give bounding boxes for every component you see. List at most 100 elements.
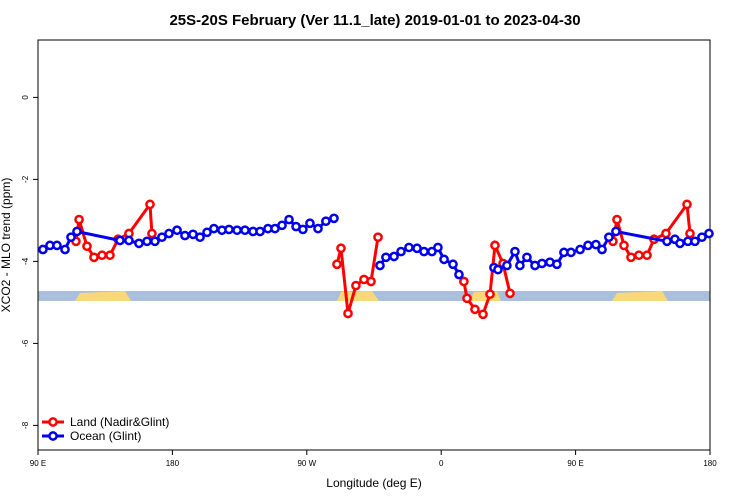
legend-label: Land (Nadir&Glint) [70, 415, 169, 429]
data-point [685, 228, 695, 239]
data-point [38, 244, 48, 255]
data-point [195, 232, 205, 243]
data-point [82, 241, 92, 252]
x-tick-label: 90 W [297, 459, 316, 468]
data-point [704, 228, 714, 239]
y-tick-label: -8 [21, 421, 30, 429]
x-tick-label: 90 E [30, 459, 46, 468]
y-tick-label: -4 [21, 257, 30, 265]
data-point [515, 260, 525, 271]
data-point [459, 276, 469, 287]
y-tick-label: 0 [21, 95, 30, 100]
x-tick-label: 90 E [567, 459, 583, 468]
data-point [97, 250, 107, 261]
x-tick-label: 180 [703, 459, 717, 468]
data-point [89, 252, 99, 263]
data-point [305, 218, 315, 229]
legend-swatch-marker [48, 431, 58, 441]
data-point [510, 246, 520, 257]
data-point [255, 226, 265, 237]
data-point [583, 240, 593, 251]
data-point [634, 250, 644, 261]
data-point [313, 223, 323, 234]
data-point [448, 259, 458, 270]
data-point [661, 228, 671, 239]
data-point [74, 214, 84, 225]
data-point [375, 260, 385, 271]
data-point [485, 289, 495, 300]
data-point [611, 226, 621, 237]
data-point [419, 246, 429, 257]
series-line [462, 239, 512, 317]
data-point [433, 242, 443, 253]
y-axis-label: XCO2 - MLO trend (ppm) [0, 178, 13, 313]
data-point [115, 235, 125, 246]
data-point [373, 232, 383, 243]
data-point [321, 216, 331, 227]
data-point [343, 308, 353, 319]
data-point [60, 244, 70, 255]
chart-title: 25S-20S February (Ver 11.1_late) 2019-01… [169, 12, 580, 29]
data-point [332, 259, 342, 270]
data-point [612, 214, 622, 225]
y-tick-label: -6 [21, 339, 30, 347]
data-point [72, 226, 82, 237]
data-point [381, 252, 391, 263]
data-point [454, 269, 464, 280]
data-point [105, 250, 115, 261]
data-point [490, 240, 500, 251]
data-point [626, 252, 636, 263]
land-strip [75, 291, 668, 301]
data-point [66, 232, 76, 243]
data-point [150, 236, 160, 247]
data-point [552, 259, 562, 270]
data-point [147, 228, 157, 239]
data-point [351, 280, 361, 291]
data-point [697, 232, 707, 243]
legend-label: Ocean (Glint) [70, 429, 141, 443]
x-tick-label: 0 [439, 459, 444, 468]
data-point [164, 228, 174, 239]
data-point [597, 244, 607, 255]
data-point [142, 236, 152, 247]
data-point [240, 225, 250, 236]
data-point [366, 276, 376, 287]
data-point [124, 235, 134, 246]
data-point [180, 230, 190, 241]
data-point [224, 224, 234, 235]
y-tick-label: -2 [21, 175, 30, 183]
data-point [690, 236, 700, 247]
data-point [336, 243, 346, 254]
data-point [404, 242, 414, 253]
data-point [470, 304, 480, 315]
data-point [682, 199, 692, 210]
data-point [389, 251, 399, 262]
data-point [675, 238, 685, 249]
data-point [439, 254, 449, 265]
data-point [537, 258, 547, 269]
data-point [329, 213, 339, 224]
data-point [52, 240, 62, 251]
data-point [619, 240, 629, 251]
data-point [277, 220, 287, 231]
x-tick-label: 180 [166, 459, 180, 468]
data-point [522, 252, 532, 263]
data-point [172, 225, 182, 236]
data-point [642, 250, 652, 261]
data-point [202, 227, 212, 238]
data-point [502, 260, 512, 271]
data-point [662, 236, 672, 247]
data-point [462, 293, 472, 304]
data-point [145, 199, 155, 210]
x-axis-label: Longitude (deg E) [326, 476, 421, 490]
data-point [566, 247, 576, 258]
data-point [396, 246, 406, 257]
data-point [298, 224, 308, 235]
data-point [284, 214, 294, 225]
data-point [232, 225, 242, 236]
data-point [157, 232, 167, 243]
data-point [478, 309, 488, 320]
plot-frame [37, 39, 711, 451]
legend-swatch-marker [48, 417, 58, 427]
data-point [505, 288, 515, 299]
